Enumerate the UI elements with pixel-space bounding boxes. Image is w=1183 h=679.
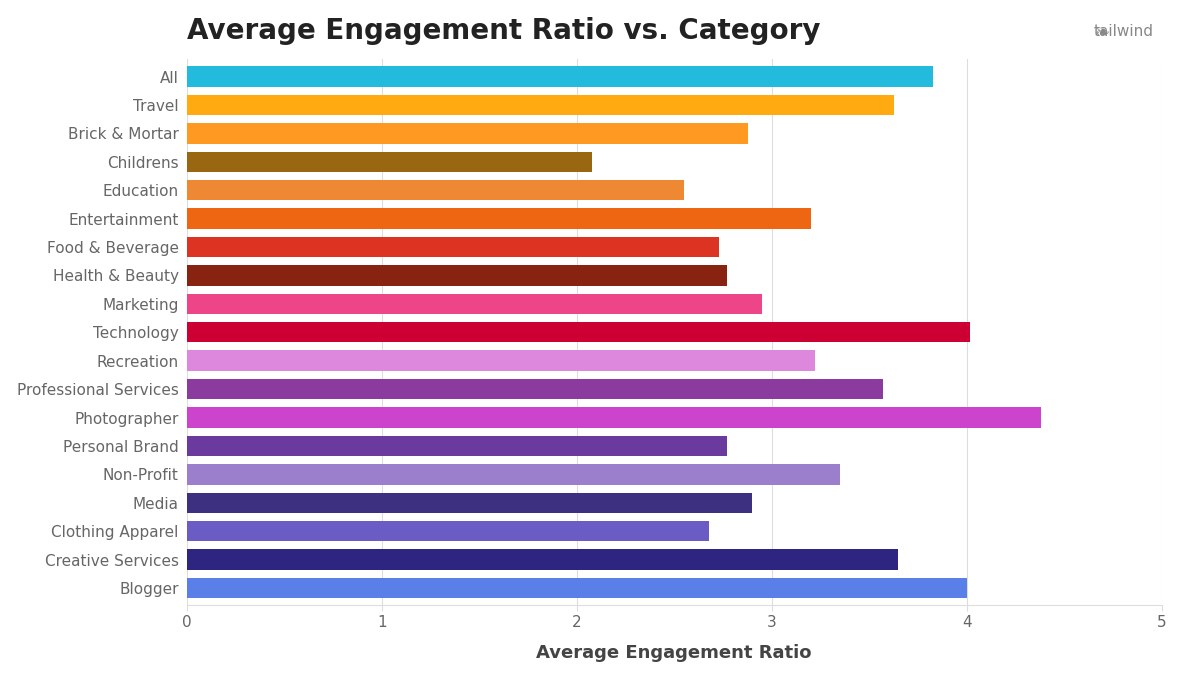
Bar (187, 379, 883, 399)
Bar (187, 67, 933, 87)
Bar (187, 123, 749, 143)
Bar (187, 464, 840, 485)
Bar (187, 350, 815, 371)
Bar (187, 208, 810, 229)
Bar (187, 293, 762, 314)
Bar (187, 521, 710, 541)
Bar (187, 265, 726, 286)
Bar (187, 549, 898, 570)
Bar (187, 407, 1041, 428)
X-axis label: Average Engagement Ratio: Average Engagement Ratio (536, 644, 812, 662)
Bar (187, 436, 726, 456)
Bar (187, 151, 593, 172)
Bar (187, 180, 684, 200)
Bar (187, 492, 752, 513)
Bar (187, 322, 970, 342)
Bar (187, 237, 719, 257)
Text: ❧: ❧ (1094, 24, 1110, 42)
Bar (187, 95, 894, 115)
Text: tailwind: tailwind (1093, 24, 1153, 39)
Text: Average Engagement Ratio vs. Category: Average Engagement Ratio vs. Category (187, 17, 820, 45)
Bar (187, 578, 967, 598)
